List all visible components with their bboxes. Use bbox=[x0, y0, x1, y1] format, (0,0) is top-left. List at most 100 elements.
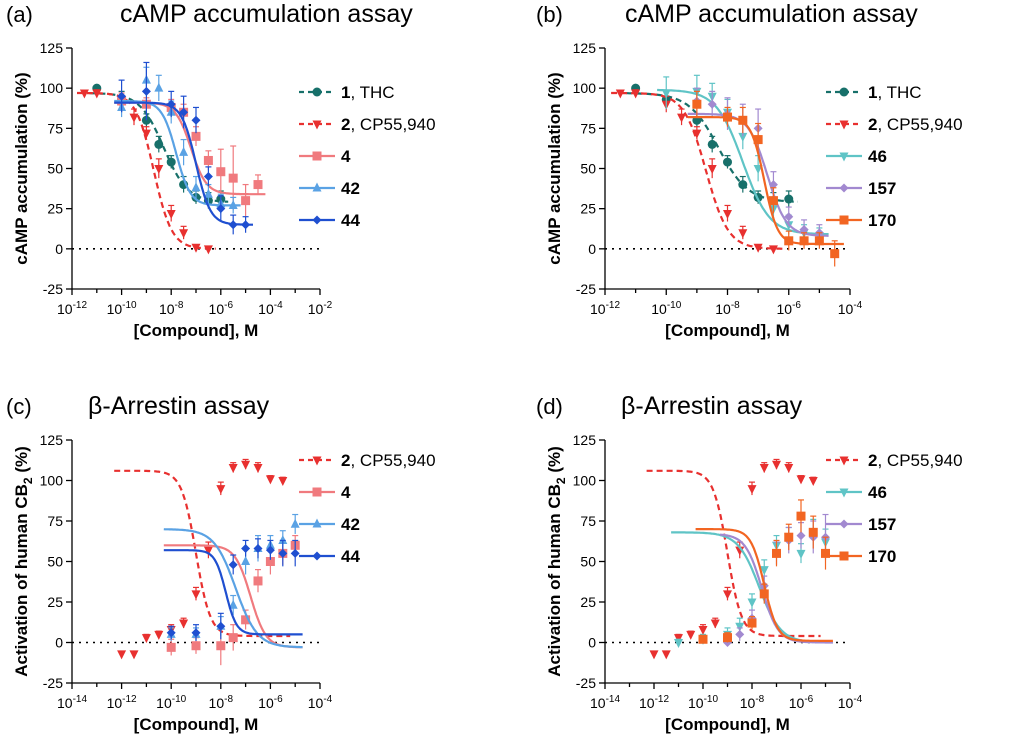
data-point-4 bbox=[265, 557, 275, 566]
data-point-4 bbox=[253, 576, 263, 586]
data-point-2 bbox=[649, 650, 659, 660]
data-point-2 bbox=[191, 243, 201, 253]
legend-label-2: 2, CP55,940 bbox=[341, 451, 436, 470]
x-tick-label: 10-6 bbox=[789, 694, 814, 711]
data-point-2 bbox=[707, 165, 717, 174]
x-tick-label: 10-4 bbox=[258, 300, 283, 317]
legend-label-44: 44 bbox=[341, 211, 360, 230]
legend: 2, CP55,940 46 157 170 bbox=[826, 451, 963, 566]
y-tick-label: 50 bbox=[47, 161, 63, 177]
x-tick-label: 10-12 bbox=[107, 694, 137, 711]
data-point-2 bbox=[179, 619, 189, 629]
data-point-46 bbox=[759, 566, 769, 576]
x-tick-label: 10-4 bbox=[838, 694, 863, 711]
data-point-157 bbox=[768, 180, 778, 190]
panel-letter: (a) bbox=[6, 2, 33, 27]
data-point-2 bbox=[710, 619, 720, 629]
legend-marker-2 bbox=[312, 456, 322, 466]
series-170 bbox=[687, 90, 844, 267]
x-tick-label: 10-12 bbox=[639, 694, 669, 711]
data-point-157 bbox=[784, 212, 794, 222]
y-tick-label: 25 bbox=[580, 594, 596, 610]
x-tick-label: 10-6 bbox=[258, 694, 283, 711]
legend-label-1: 1, THC bbox=[868, 83, 922, 102]
data-point-44 bbox=[216, 621, 226, 631]
y-tick-label: 75 bbox=[580, 513, 596, 529]
y-tick-label: 75 bbox=[47, 513, 63, 529]
legend-marker-4 bbox=[312, 487, 322, 497]
legend-marker-46 bbox=[839, 488, 849, 498]
legend-marker-4 bbox=[312, 151, 322, 161]
panel-title: cAMP accumulation assay bbox=[625, 0, 918, 28]
y-tick-label: 50 bbox=[580, 161, 596, 177]
data-point-170 bbox=[738, 115, 748, 125]
y-tick-label: 25 bbox=[47, 594, 63, 610]
data-point-44 bbox=[241, 544, 251, 554]
data-point-1 bbox=[166, 157, 176, 167]
y-tick-label: -25 bbox=[43, 675, 63, 691]
series-42 bbox=[114, 66, 241, 214]
y-tick-label: -25 bbox=[576, 281, 596, 297]
data-point-44 bbox=[228, 220, 238, 230]
data-point-1 bbox=[723, 157, 732, 167]
data-point-4 bbox=[228, 633, 238, 643]
x-tick-label: 10-6 bbox=[209, 300, 234, 317]
data-point-170 bbox=[747, 618, 757, 628]
data-point-2 bbox=[129, 113, 139, 123]
data-point-42 bbox=[278, 534, 288, 544]
data-point-46 bbox=[674, 639, 683, 648]
data-point-44 bbox=[117, 91, 127, 101]
series-44 bbox=[163, 538, 303, 641]
legend-label-44: 44 bbox=[341, 547, 360, 566]
data-point-42 bbox=[203, 188, 213, 198]
y-tick-label: 25 bbox=[47, 201, 63, 217]
data-point-4 bbox=[216, 167, 226, 177]
data-point-2 bbox=[79, 89, 89, 99]
data-point-4 bbox=[191, 641, 201, 651]
data-point-2 bbox=[747, 485, 757, 495]
data-point-170 bbox=[753, 135, 763, 145]
panel-d: (d) β-Arrestin assay -25 0 25 50 75 100 125 10-14… bbox=[536, 392, 963, 734]
panel-letter: (c) bbox=[6, 394, 32, 419]
data-point-4 bbox=[241, 196, 251, 206]
data-point-2 bbox=[129, 650, 139, 660]
series-170 bbox=[695, 499, 833, 644]
panel-title: β-Arrestin assay bbox=[88, 392, 270, 420]
panel-c: (c) β-Arrestin assay -25 0 25 50 75 100 125 10-14… bbox=[6, 392, 436, 734]
x-tick-label: 10-10 bbox=[688, 694, 718, 711]
legend-label-170: 170 bbox=[868, 547, 896, 566]
data-point-170 bbox=[821, 548, 830, 558]
data-point-1 bbox=[154, 139, 164, 149]
fit-curve-2 bbox=[77, 91, 216, 250]
data-point-42 bbox=[228, 199, 238, 209]
y-axis-title: cAMP accumulation (%) bbox=[12, 72, 31, 264]
x-tick-label: 10-10 bbox=[651, 300, 681, 317]
x-axis-title: [Compound], M bbox=[134, 715, 259, 734]
series-2 bbox=[114, 458, 291, 660]
data-point-44 bbox=[228, 560, 238, 570]
legend-label-170: 170 bbox=[868, 211, 896, 230]
y-tick-label: 0 bbox=[55, 241, 63, 257]
data-point-170 bbox=[814, 236, 824, 246]
data-point-2 bbox=[241, 460, 251, 470]
data-point-2 bbox=[674, 634, 683, 644]
data-point-2 bbox=[278, 477, 288, 486]
x-axis-title: [Compound], M bbox=[665, 321, 790, 340]
data-point-44 bbox=[203, 172, 213, 182]
legend-label-4: 4 bbox=[341, 147, 351, 166]
data-point-42 bbox=[241, 556, 251, 565]
data-point-46 bbox=[738, 132, 748, 142]
legend-label-157: 157 bbox=[868, 179, 896, 198]
legend-label-157: 157 bbox=[868, 515, 896, 534]
data-point-4 bbox=[253, 180, 263, 190]
y-tick-label: 25 bbox=[580, 201, 596, 217]
data-point-2 bbox=[253, 464, 263, 474]
legend-marker-44 bbox=[312, 551, 322, 561]
data-point-2 bbox=[191, 590, 201, 600]
data-point-170 bbox=[772, 548, 781, 558]
data-point-2 bbox=[228, 464, 238, 474]
x-tick-label: 10-12 bbox=[57, 300, 87, 317]
x-tick-label: 10-4 bbox=[308, 694, 333, 711]
data-point-170 bbox=[723, 112, 732, 122]
